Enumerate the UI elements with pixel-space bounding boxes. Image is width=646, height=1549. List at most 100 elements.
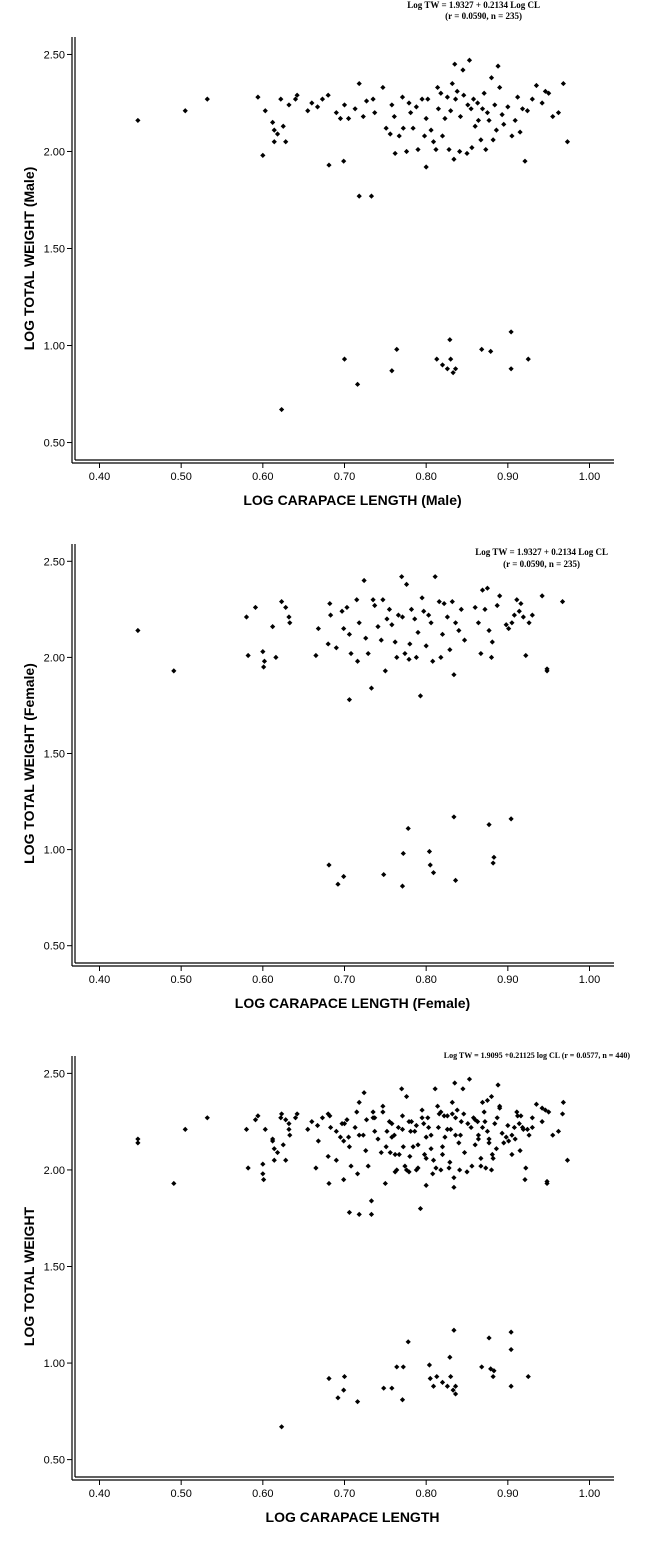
data-point xyxy=(400,125,406,131)
data-point xyxy=(260,649,266,655)
data-point xyxy=(488,654,495,660)
data-point xyxy=(452,1080,458,1086)
data-point xyxy=(337,1134,344,1140)
data-point xyxy=(354,1399,361,1405)
data-point xyxy=(314,104,321,110)
data-point xyxy=(457,113,464,120)
data-point xyxy=(402,650,408,657)
data-point xyxy=(333,1128,339,1134)
data-point xyxy=(262,1126,268,1132)
data-point xyxy=(408,1119,415,1125)
data-point xyxy=(523,652,529,659)
data-point xyxy=(327,1113,333,1119)
data-point xyxy=(408,110,414,116)
data-point xyxy=(435,1103,441,1109)
data-point xyxy=(352,1124,358,1131)
data-point xyxy=(423,643,429,649)
data-point xyxy=(465,102,471,108)
data-point xyxy=(475,100,481,106)
data-point xyxy=(522,158,528,164)
y-tick-label: 1.00 xyxy=(44,845,65,857)
data-point xyxy=(363,98,370,104)
data-point xyxy=(490,1373,496,1380)
data-point xyxy=(457,1132,464,1138)
data-point xyxy=(449,599,455,605)
data-point xyxy=(394,1364,400,1370)
x-tick-label: 0.50 xyxy=(170,1488,191,1500)
data-point xyxy=(356,620,362,626)
data-point xyxy=(279,599,285,605)
data-point xyxy=(345,1134,352,1140)
data-point xyxy=(524,1126,531,1132)
data-point xyxy=(326,162,332,168)
data-point xyxy=(315,1138,321,1144)
data-point xyxy=(542,88,548,94)
data-point xyxy=(491,854,497,860)
data-point xyxy=(508,816,514,822)
data-point xyxy=(280,1142,286,1148)
data-point xyxy=(444,614,450,620)
data-point xyxy=(451,814,457,820)
data-point xyxy=(499,1130,505,1136)
data-point xyxy=(415,1142,421,1148)
data-point xyxy=(512,117,518,124)
data-point xyxy=(309,100,315,106)
data-point xyxy=(433,1165,439,1171)
data-point xyxy=(384,1128,390,1134)
data-point xyxy=(292,1115,299,1121)
data-point xyxy=(419,1115,425,1121)
data-point xyxy=(559,599,566,605)
data-point xyxy=(497,84,503,91)
data-point xyxy=(436,1111,442,1117)
x-tick-label: 0.80 xyxy=(415,471,436,483)
data-point xyxy=(446,146,452,153)
y-tick-label: 1.00 xyxy=(44,341,65,353)
data-point xyxy=(370,597,376,603)
data-point xyxy=(341,1387,347,1393)
data-point xyxy=(430,1383,437,1389)
data-point xyxy=(375,1136,381,1142)
data-point xyxy=(286,102,292,108)
data-point xyxy=(451,1184,457,1190)
data-point xyxy=(383,125,389,131)
data-point xyxy=(503,1134,509,1140)
data-point xyxy=(519,1124,526,1131)
data-point xyxy=(509,1151,515,1158)
data-point xyxy=(394,654,400,660)
data-point xyxy=(335,1395,341,1401)
data-point xyxy=(387,131,393,137)
data-point xyxy=(339,608,345,614)
data-point xyxy=(346,631,352,637)
data-point xyxy=(509,620,515,626)
data-point xyxy=(478,650,484,657)
data-point xyxy=(495,63,501,69)
data-point xyxy=(389,1120,395,1127)
data-point xyxy=(344,1117,350,1123)
data-point xyxy=(494,1115,500,1121)
data-point xyxy=(363,1148,369,1154)
data-point xyxy=(399,94,406,100)
data-point xyxy=(372,602,378,609)
data-point xyxy=(469,1163,475,1169)
data-point xyxy=(491,1368,497,1374)
data-point xyxy=(461,637,468,643)
data-point xyxy=(346,697,352,703)
data-point xyxy=(356,193,362,199)
data-point xyxy=(415,629,421,636)
data-point xyxy=(468,106,474,112)
data-point xyxy=(389,368,395,374)
data-point xyxy=(494,602,500,609)
data-point xyxy=(564,1157,571,1163)
data-point xyxy=(305,1126,311,1132)
data-point xyxy=(354,1171,361,1177)
data-point xyxy=(457,1167,463,1173)
data-point xyxy=(449,1099,455,1105)
y-tick-label: 1.50 xyxy=(44,749,65,761)
data-point xyxy=(341,1138,347,1144)
data-point xyxy=(382,1180,388,1187)
data-point xyxy=(479,1099,486,1105)
data-point xyxy=(533,1101,540,1107)
data-point xyxy=(286,1120,292,1127)
data-point xyxy=(402,1163,408,1169)
data-point xyxy=(427,862,433,868)
